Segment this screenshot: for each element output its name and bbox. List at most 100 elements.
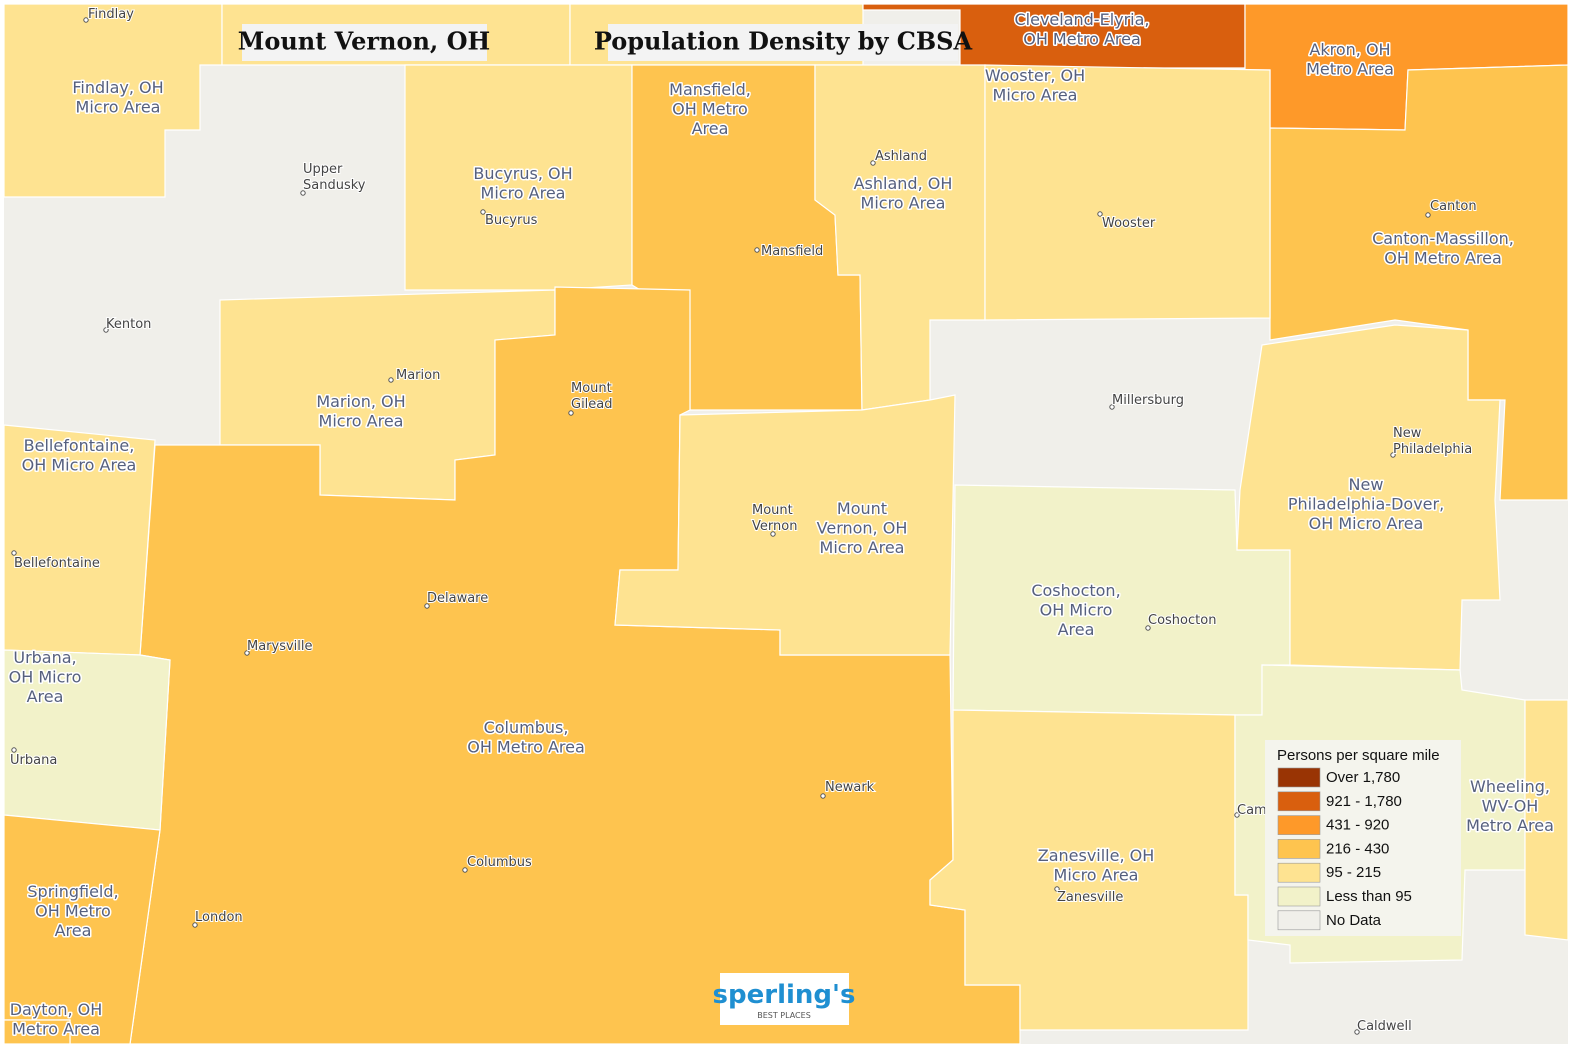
city-dot — [870, 160, 876, 166]
area-label: Canton-Massillon, — [1372, 229, 1514, 248]
legend-swatch — [1277, 767, 1321, 788]
area-label: Vernon, OH — [817, 519, 908, 538]
wooster — [984, 64, 1271, 321]
city-label: Kenton — [106, 317, 151, 332]
area-label: OH Micro Area — [1309, 514, 1424, 533]
city-label: Sandusky — [303, 178, 366, 193]
city-dot — [388, 377, 394, 383]
area-label: OH Metro Area — [467, 738, 585, 757]
legend-swatch — [1277, 886, 1321, 907]
legend-label: Over 1,780 — [1326, 769, 1400, 786]
area-label: Coshocton, — [1031, 581, 1120, 600]
city-dot — [424, 603, 430, 609]
area-label: OH Metro — [35, 902, 111, 921]
regions — [3, 3, 1569, 1045]
city-dot — [83, 17, 89, 23]
logo-tagline: BEST PLACES — [757, 1011, 811, 1020]
legend: Over 1,780 921 - 1,780 431 - 920 216 - 430 9… — [1277, 767, 1412, 931]
city-dot — [568, 410, 574, 416]
area-label: Micro Area — [76, 98, 161, 117]
city-label: Zanesville — [1057, 890, 1123, 905]
city-dot — [1354, 1029, 1360, 1035]
city-dot — [244, 650, 250, 656]
area-label: Bellefontaine, — [24, 436, 135, 455]
city-label: Wooster — [1102, 216, 1156, 231]
legend-label: 921 - 1,780 — [1326, 793, 1402, 810]
city-dot — [754, 247, 760, 253]
area-label: New — [1349, 475, 1384, 494]
area-label: Micro Area — [1054, 866, 1139, 885]
area-label: Metro Area — [1306, 60, 1394, 79]
legend-swatch — [1277, 815, 1321, 835]
area-label: OH Micro — [9, 668, 82, 687]
legend-label: 95 - 215 — [1326, 864, 1381, 881]
area-label: Marion, OH — [316, 392, 405, 411]
area-label: WV-OH — [1482, 797, 1539, 816]
city-label: Columbus — [467, 855, 532, 870]
place-title: Mount Vernon, OH — [238, 27, 490, 56]
city-dot — [300, 190, 306, 196]
mount-vernon — [614, 394, 956, 656]
city-label: Gilead — [571, 397, 613, 412]
area-label: Philadelphia-Dover, — [1288, 495, 1444, 514]
city-label: Newark — [825, 780, 875, 795]
city-label: Ashland — [875, 149, 927, 164]
area-label: Area — [1058, 620, 1095, 639]
city-label: Delaware — [427, 591, 488, 606]
city-label: Cam — [1237, 803, 1267, 818]
area-label: Area — [692, 119, 729, 138]
area-label: Mansfield, — [669, 80, 751, 99]
map-title: Population Density by CBSA — [594, 27, 973, 56]
city-label: Mansfield — [761, 244, 823, 259]
area-label: Akron, OH — [1309, 40, 1390, 59]
city-label: Mount — [571, 381, 612, 396]
area-label: Urbana, — [13, 648, 76, 667]
area-label: Bucyrus, OH — [473, 164, 572, 183]
city-label: Mount — [752, 503, 793, 518]
dayton — [3, 1019, 71, 1045]
legend-swatch — [1277, 839, 1321, 859]
city-dot — [11, 747, 17, 753]
city-label: Millersburg — [1112, 393, 1184, 408]
urbana — [3, 649, 171, 831]
city-dot — [1234, 812, 1240, 818]
area-label: Micro Area — [861, 194, 946, 213]
area-label: Metro Area — [1466, 816, 1554, 835]
city-dot — [11, 550, 17, 556]
city-label: Coshocton — [1148, 613, 1216, 628]
city-label: Vernon — [752, 519, 797, 534]
area-label: OH Metro — [672, 100, 748, 119]
city-label: New — [1393, 426, 1422, 441]
city-dot — [192, 922, 198, 928]
city-label: Marysville — [247, 639, 313, 654]
area-label: Wheeling, — [1470, 777, 1550, 796]
logo: sperling's — [713, 980, 856, 1010]
city-label: Urbana — [10, 753, 57, 768]
legend-label: 431 - 920 — [1326, 817, 1389, 834]
area-label: Springfield, — [27, 882, 118, 901]
logo-box — [720, 973, 849, 1025]
area-label: Mount — [837, 499, 887, 518]
area-label: Columbus, — [484, 718, 569, 737]
city-label: Bucyrus — [485, 213, 538, 228]
city-label: Findlay — [88, 7, 134, 22]
city-label: Caldwell — [1357, 1019, 1412, 1034]
area-label: Micro Area — [820, 538, 905, 557]
city-label: Bellefontaine — [14, 556, 100, 571]
area-label: OH Micro Area — [22, 456, 137, 475]
area-label: Micro Area — [993, 86, 1078, 105]
legend-swatch — [1277, 791, 1321, 812]
new-philadelphia — [1236, 324, 1501, 671]
legend-swatch — [1277, 910, 1321, 931]
city-dot — [1390, 452, 1396, 458]
city-dot — [820, 793, 826, 799]
legend-label: Less than 95 — [1326, 888, 1412, 905]
title-box — [242, 24, 487, 61]
area-label: Micro Area — [319, 412, 404, 431]
area-label: Ashland, OH — [854, 174, 953, 193]
city-label: Canton — [1430, 199, 1477, 214]
city-dot — [462, 867, 468, 873]
area-label: OH Micro — [1040, 601, 1113, 620]
area-label: Area — [55, 921, 92, 940]
